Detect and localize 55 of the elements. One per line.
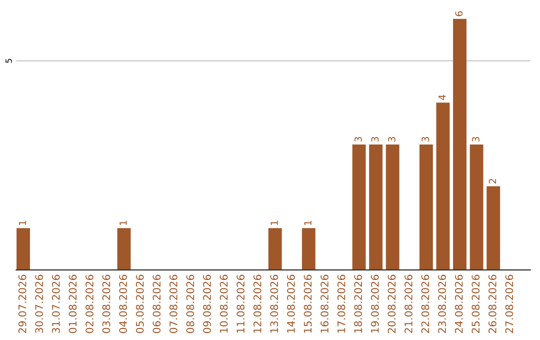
- x-tick-label: 04.08.2026: [119, 274, 128, 334]
- x-tick-label: 06.08.2026: [152, 274, 161, 334]
- bar: [453, 18, 466, 270]
- data-label: 1: [120, 220, 127, 225]
- x-tick-label: 25.08.2026: [472, 274, 480, 334]
- bar: [369, 144, 383, 270]
- data-label: 3: [388, 136, 396, 142]
- ref-line-label: 5: [6, 58, 12, 63]
- bar: [117, 228, 131, 270]
- x-tick-label: 05.08.2026: [136, 274, 144, 334]
- bar: [436, 102, 450, 270]
- bar: [386, 144, 400, 270]
- bar: [470, 144, 484, 270]
- data-label: 3: [472, 136, 480, 142]
- x-tick-label: 24.08.2026: [454, 274, 463, 334]
- x-tick-label: 19.08.2026: [370, 274, 379, 333]
- bar: [486, 186, 500, 270]
- x-tick-label: 12.08.2026: [253, 274, 262, 333]
- x-tick-label: 10.08.2026: [220, 274, 228, 333]
- bar: [302, 228, 316, 270]
- x-tick-label: 02.08.2026: [86, 274, 94, 334]
- x-tick-label: 18.08.2026: [354, 274, 362, 333]
- x-tick-label: 29.07.2026: [18, 274, 26, 334]
- bar: [16, 228, 30, 270]
- x-tick-label: 23.08.2026: [438, 274, 446, 334]
- x-tick-label: 27.08.2026: [505, 274, 514, 334]
- x-tick-label: 07.08.2026: [169, 274, 178, 334]
- data-label: 3: [354, 136, 362, 142]
- x-tick-label: 01.08.2026: [68, 274, 77, 334]
- x-tick-label: 21.08.2026: [404, 274, 412, 334]
- x-tick-label: 26.08.2026: [488, 274, 496, 334]
- bar: [352, 144, 366, 270]
- data-label: 3: [422, 136, 430, 142]
- x-tick-label: 17.08.2026: [337, 274, 346, 333]
- x-tick-label: 11.08.2026: [236, 274, 245, 333]
- x-tick-label: 13.08.2026: [270, 274, 278, 333]
- x-tick-label: 14.08.2026: [287, 274, 295, 333]
- x-tick-label: 16.08.2026: [320, 274, 328, 333]
- x-tick-label: 09.08.2026: [203, 274, 211, 334]
- x-tick-label: 03.08.2026: [102, 274, 110, 334]
- x-tick-label: 30.07.2026: [35, 274, 44, 333]
- data-label: 6: [455, 11, 463, 16]
- x-tick-label: 15.08.2026: [304, 274, 312, 333]
- data-label: 4: [438, 94, 446, 100]
- data-label: 2: [488, 178, 496, 184]
- x-tick-label: 20.08.2026: [388, 274, 396, 334]
- data-label: 3: [371, 136, 379, 142]
- x-tick-label: 22.08.2026: [421, 274, 430, 334]
- data-label: 1: [270, 220, 278, 225]
- data-label: 1: [18, 220, 26, 225]
- x-tick-label: 31.07.2026: [52, 274, 60, 333]
- data-label: 1: [304, 220, 312, 225]
- x-tick-label: 08.08.2026: [186, 274, 194, 334]
- bar: [268, 228, 282, 270]
- bar: [419, 144, 433, 270]
